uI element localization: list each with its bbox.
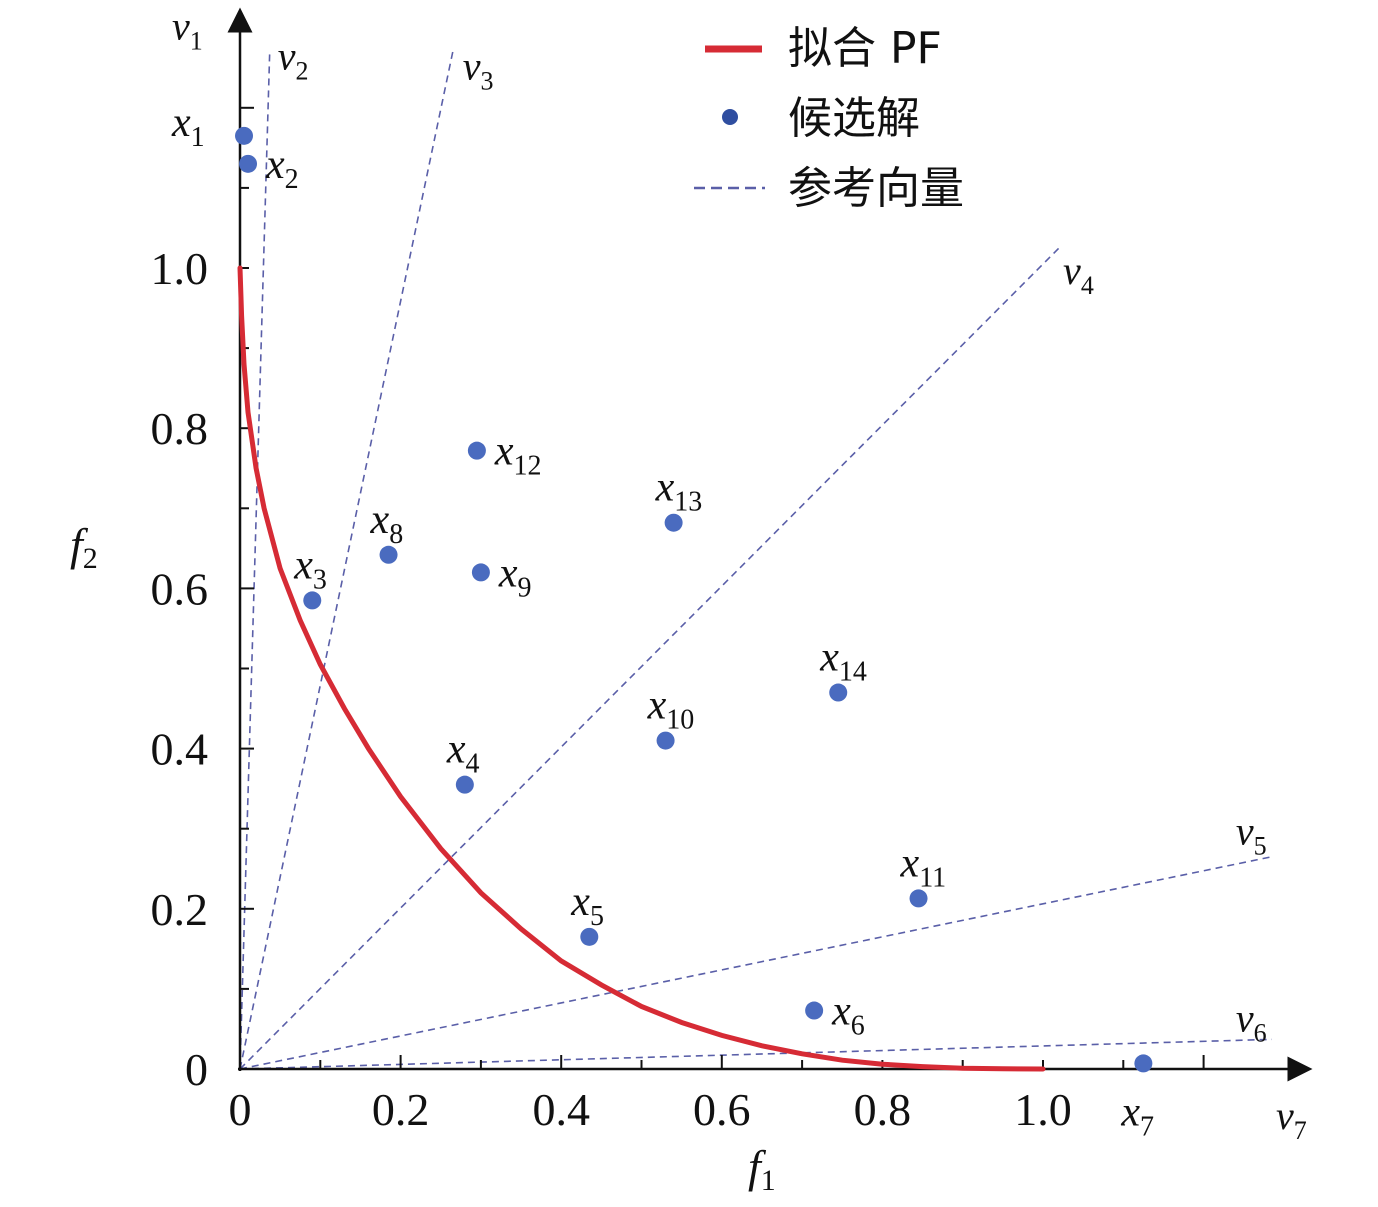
candidate-point-x5 [580,927,599,946]
axes [227,7,1313,1082]
candidate-label-x12: x12 [494,429,542,482]
candidate-label-x13: x13 [655,465,703,518]
y-tick-label: 0.4 [151,724,209,775]
y-tick-label: 0.8 [151,403,209,454]
x-tick-label: 0.8 [854,1084,912,1135]
candidate-label-x9: x9 [498,550,532,603]
candidate-point-x11 [909,889,928,908]
legend-pf-label: 拟合 PF [788,23,942,74]
candidate-point-x13 [664,513,683,532]
candidate-label-x8: x8 [370,497,404,550]
x-tick-label: 1.0 [1014,1084,1072,1135]
y-axis-title: f2 [70,519,98,575]
y-tick-label: 0.6 [151,563,209,614]
candidate-label-x7: x7 [1120,1089,1154,1142]
candidate-label-x2: x2 [265,142,299,195]
candidate-point-x4 [455,775,474,794]
candidate-point-x9 [471,563,490,582]
vector-label-v5: v5 [1236,809,1267,861]
candidate-point-x10 [656,731,675,750]
reference-vector-v2 [239,51,271,1070]
vector-label-v3: v3 [463,44,494,96]
candidate-label-x6: x6 [831,989,865,1042]
candidate-point-x8 [379,545,398,564]
vector-label-v7: v7 [1276,1093,1307,1145]
candidate-point-x1 [235,126,254,145]
candidate-label-x11: x11 [900,840,947,893]
reference-vector-v4 [239,247,1060,1070]
candidate-point-x2 [239,154,258,173]
candidate-point-x14 [829,683,848,702]
legend-vector-label: 参考向量 [788,163,964,214]
fitted-pf-curve [237,265,1046,1072]
x-axis-title: f1 [748,1141,776,1197]
reference-vector-v5 [239,855,1273,1070]
x-tick-label: 0 [229,1084,252,1135]
vector-label-v1: v1 [172,4,203,56]
fitted-pf-curve-group [237,265,1046,1072]
candidate-point-x3 [303,591,322,610]
y-tick-label: 0.2 [151,884,209,935]
candidate-label-x14: x14 [819,635,867,688]
x-tick-label: 0.6 [693,1084,751,1135]
y-tick-label: 0 [185,1044,208,1095]
candidate-point-x12 [467,441,486,460]
legend-candidate-label: 候选解 [788,93,920,144]
candidate-label-x5: x5 [570,879,604,932]
y-tick-label: 1.0 [151,243,209,294]
legend: 拟合 PF 候选解 参考向量 [694,23,964,214]
reference-vector-v3 [239,51,454,1070]
reference-vectors [239,51,1273,1070]
x-tick-label: 0.2 [372,1084,430,1135]
x-tick-label: 0.4 [532,1084,590,1135]
vector-label-v4: v4 [1063,248,1094,300]
legend-candidate-swatch [722,109,738,125]
candidate-label-x10: x10 [647,683,695,736]
candidate-label-x3: x3 [293,542,327,595]
reference-vector-v6 [239,1038,1272,1070]
candidate-label-x1: x1 [171,100,205,153]
vector-label-v2: v2 [278,34,309,86]
candidate-point-x6 [805,1001,824,1020]
vector-label-v6: v6 [1236,995,1267,1047]
candidate-solutions [235,126,1153,1073]
candidate-label-x4: x4 [446,727,480,780]
candidate-point-x7 [1134,1054,1153,1073]
